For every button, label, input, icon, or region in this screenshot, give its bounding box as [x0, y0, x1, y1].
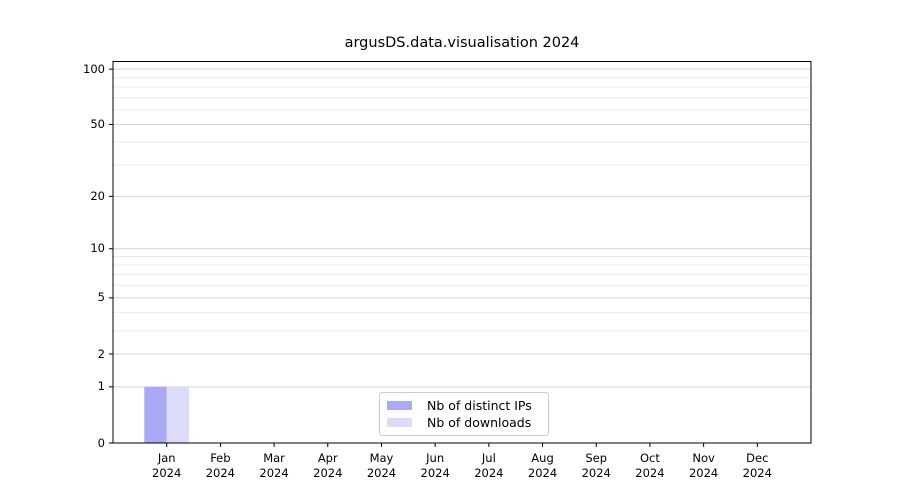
x-tick-label: Nov 2024	[688, 451, 719, 480]
legend-item-distinct-ips: Nb of distinct IPs	[387, 397, 542, 414]
legend-label-distinct-ips: Nb of distinct IPs	[427, 398, 532, 413]
x-tick-label: Aug 2024	[527, 451, 558, 480]
legend-label-downloads: Nb of downloads	[427, 415, 532, 430]
y-tick-label: 50	[90, 116, 105, 131]
bar-distinct-ips	[144, 386, 167, 443]
x-tick-label: Jan 2024	[152, 451, 182, 480]
x-tick-label: May 2024	[366, 451, 397, 480]
x-tick-label: Sep 2024	[581, 451, 611, 480]
y-tick-label: 5	[97, 290, 105, 305]
x-tick-label: Apr 2024	[313, 451, 343, 480]
plot-border	[112, 61, 812, 444]
x-tick-label: Mar 2024	[259, 451, 289, 480]
legend-item-downloads: Nb of downloads	[387, 414, 542, 431]
y-tick-label: 0	[97, 435, 105, 450]
y-tick-label: 2	[97, 346, 105, 361]
legend-swatch-distinct-ips	[387, 401, 412, 410]
x-tick-label: Dec 2024	[742, 451, 772, 480]
y-tick-label: 20	[90, 188, 105, 203]
y-tick-label: 100	[83, 61, 105, 76]
x-tick-label: Feb 2024	[205, 451, 236, 480]
chart-title: argusDS.data.visualisation 2024	[344, 35, 580, 51]
x-tick-label: Oct 2024	[635, 451, 665, 480]
legend: Nb of distinct IPs Nb of downloads	[379, 392, 549, 436]
legend-swatch-downloads	[387, 418, 412, 427]
x-tick-label: Jun 2024	[420, 451, 450, 480]
x-tick-label: Jul 2024	[474, 451, 504, 480]
bar-downloads	[166, 386, 190, 443]
y-tick-label: 10	[90, 241, 105, 256]
y-tick-label: 1	[97, 379, 105, 394]
